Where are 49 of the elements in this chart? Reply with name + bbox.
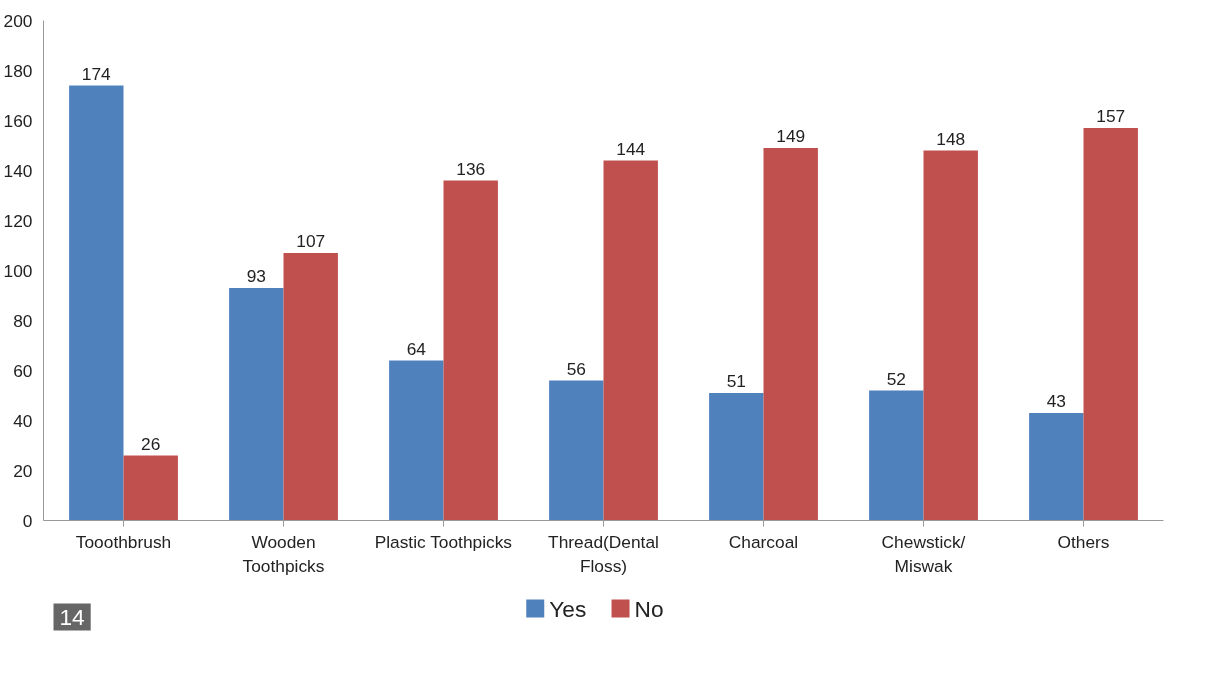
y-tick-label: 20 <box>13 460 33 481</box>
bar <box>443 180 498 521</box>
data-label: 149 <box>776 126 806 146</box>
data-label: 43 <box>1046 391 1066 411</box>
y-tick-label: 80 <box>13 310 33 331</box>
bar <box>549 380 604 521</box>
bar <box>123 455 178 521</box>
bar <box>283 253 338 521</box>
x-tick-label: Tooothbrush <box>75 531 172 552</box>
x-tick-label: Charcoal <box>728 531 799 552</box>
legend-label: No <box>634 595 664 622</box>
x-tick-label: Others <box>1057 531 1110 552</box>
y-tick-label: 60 <box>13 360 33 381</box>
y-tick-label: 40 <box>13 410 33 431</box>
data-label: 157 <box>1096 106 1126 126</box>
bar <box>1029 413 1084 521</box>
data-label: 52 <box>886 368 906 389</box>
x-tick-label: Thread(Dental Floss) <box>548 531 659 576</box>
bar <box>229 288 284 521</box>
bar <box>603 160 658 521</box>
y-tick-label: 120 <box>3 210 33 231</box>
x-tick-label: Plastic Toothpicks <box>374 531 513 552</box>
data-label: 174 <box>81 63 112 84</box>
bar <box>869 390 924 521</box>
data-label: 107 <box>296 231 326 251</box>
bar <box>1083 128 1138 521</box>
data-label: 93 <box>246 266 266 286</box>
y-tick-label: 200 <box>3 10 33 31</box>
y-tick-label: 180 <box>3 60 33 81</box>
y-tick-label: 140 <box>3 160 33 181</box>
data-label: 148 <box>936 128 966 149</box>
bar <box>709 393 764 521</box>
data-label: 144 <box>616 138 646 159</box>
y-tick-label: 0 <box>22 510 33 531</box>
bar <box>923 150 978 521</box>
text: 14 <box>59 603 85 630</box>
bar <box>763 148 818 521</box>
bar <box>69 85 124 521</box>
y-tick-label: 160 <box>3 110 33 131</box>
data-label: 136 <box>456 158 486 179</box>
legend-label: Yes <box>549 595 587 622</box>
data-label: 56 <box>566 358 586 379</box>
data-label: 64 <box>406 338 427 359</box>
y-tick-label: 100 <box>3 260 33 281</box>
x-tick-label: Wooden Toothpicks <box>242 531 325 576</box>
data-label: 26 <box>141 433 161 454</box>
x-tick-label: Chewstick/ Miswak <box>881 531 966 576</box>
bar <box>389 360 444 521</box>
data-label: 51 <box>726 371 746 391</box>
